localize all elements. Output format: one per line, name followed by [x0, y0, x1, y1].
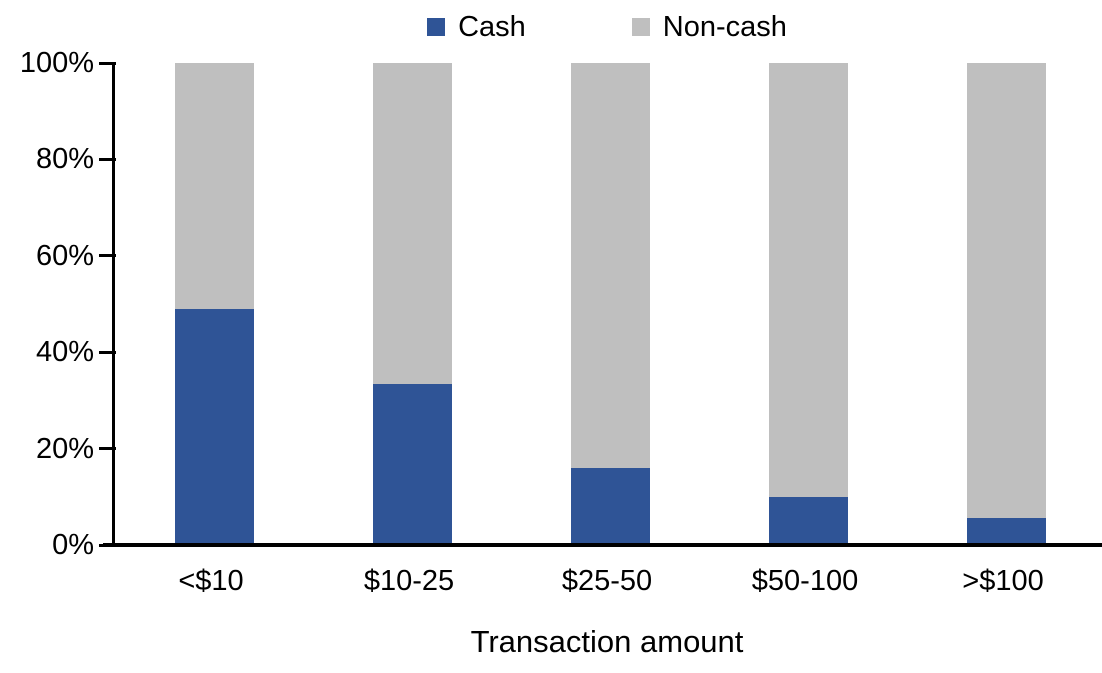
y-tick-mark	[99, 447, 116, 451]
y-tick-mark	[99, 61, 116, 65]
y-tick-mark	[99, 350, 116, 354]
bar-segment-noncash	[174, 63, 254, 309]
x-category-label: >$100	[962, 565, 1044, 597]
y-tick-mark	[99, 254, 116, 258]
bar-segment-cash	[570, 467, 650, 545]
y-tick-label: 0%	[52, 529, 94, 561]
y-tick-mark	[99, 543, 116, 547]
x-axis-line	[103, 543, 1102, 547]
bar-segment-cash	[372, 383, 452, 545]
y-tick-label: 40%	[35, 336, 94, 369]
bar-segment-cash	[174, 308, 254, 545]
x-axis-title: Transaction amount	[470, 624, 744, 659]
bar-segment-noncash	[372, 63, 452, 384]
bar-segment-cash	[966, 518, 1046, 545]
chart-legend: Cash Non-cash	[112, 6, 1102, 48]
bar-segment-noncash	[570, 63, 650, 468]
bar->$100	[966, 63, 1046, 545]
cash-legend-swatch-icon	[427, 18, 446, 36]
bar-segment-noncash	[966, 63, 1046, 519]
x-category-label: <$10	[178, 565, 244, 597]
legend-item-noncash: Non-cash	[631, 10, 787, 43]
y-tick-mark	[99, 157, 116, 161]
y-tick-label: 100%	[19, 47, 94, 79]
bar-<$10	[174, 63, 254, 545]
bar-segment-noncash	[768, 63, 848, 497]
noncash-legend-label: Non-cash	[662, 10, 787, 43]
cash-legend-label: Cash	[458, 10, 526, 43]
noncash-legend-swatch-icon	[631, 18, 650, 36]
x-category-label: $25-50	[561, 565, 653, 597]
x-category-label: $10-25	[363, 565, 455, 597]
plot-area	[112, 63, 1102, 545]
bar-$10-25	[372, 63, 452, 545]
y-tick-label: 20%	[35, 432, 94, 465]
legend-item-cash: Cash	[427, 10, 526, 43]
x-category-label: $50-100	[751, 565, 859, 597]
y-tick-label: 60%	[35, 239, 94, 272]
bar-$50-100	[768, 63, 848, 545]
bar-$25-50	[570, 63, 650, 545]
y-tick-label: 80%	[35, 143, 94, 176]
bar-segment-cash	[768, 496, 848, 545]
